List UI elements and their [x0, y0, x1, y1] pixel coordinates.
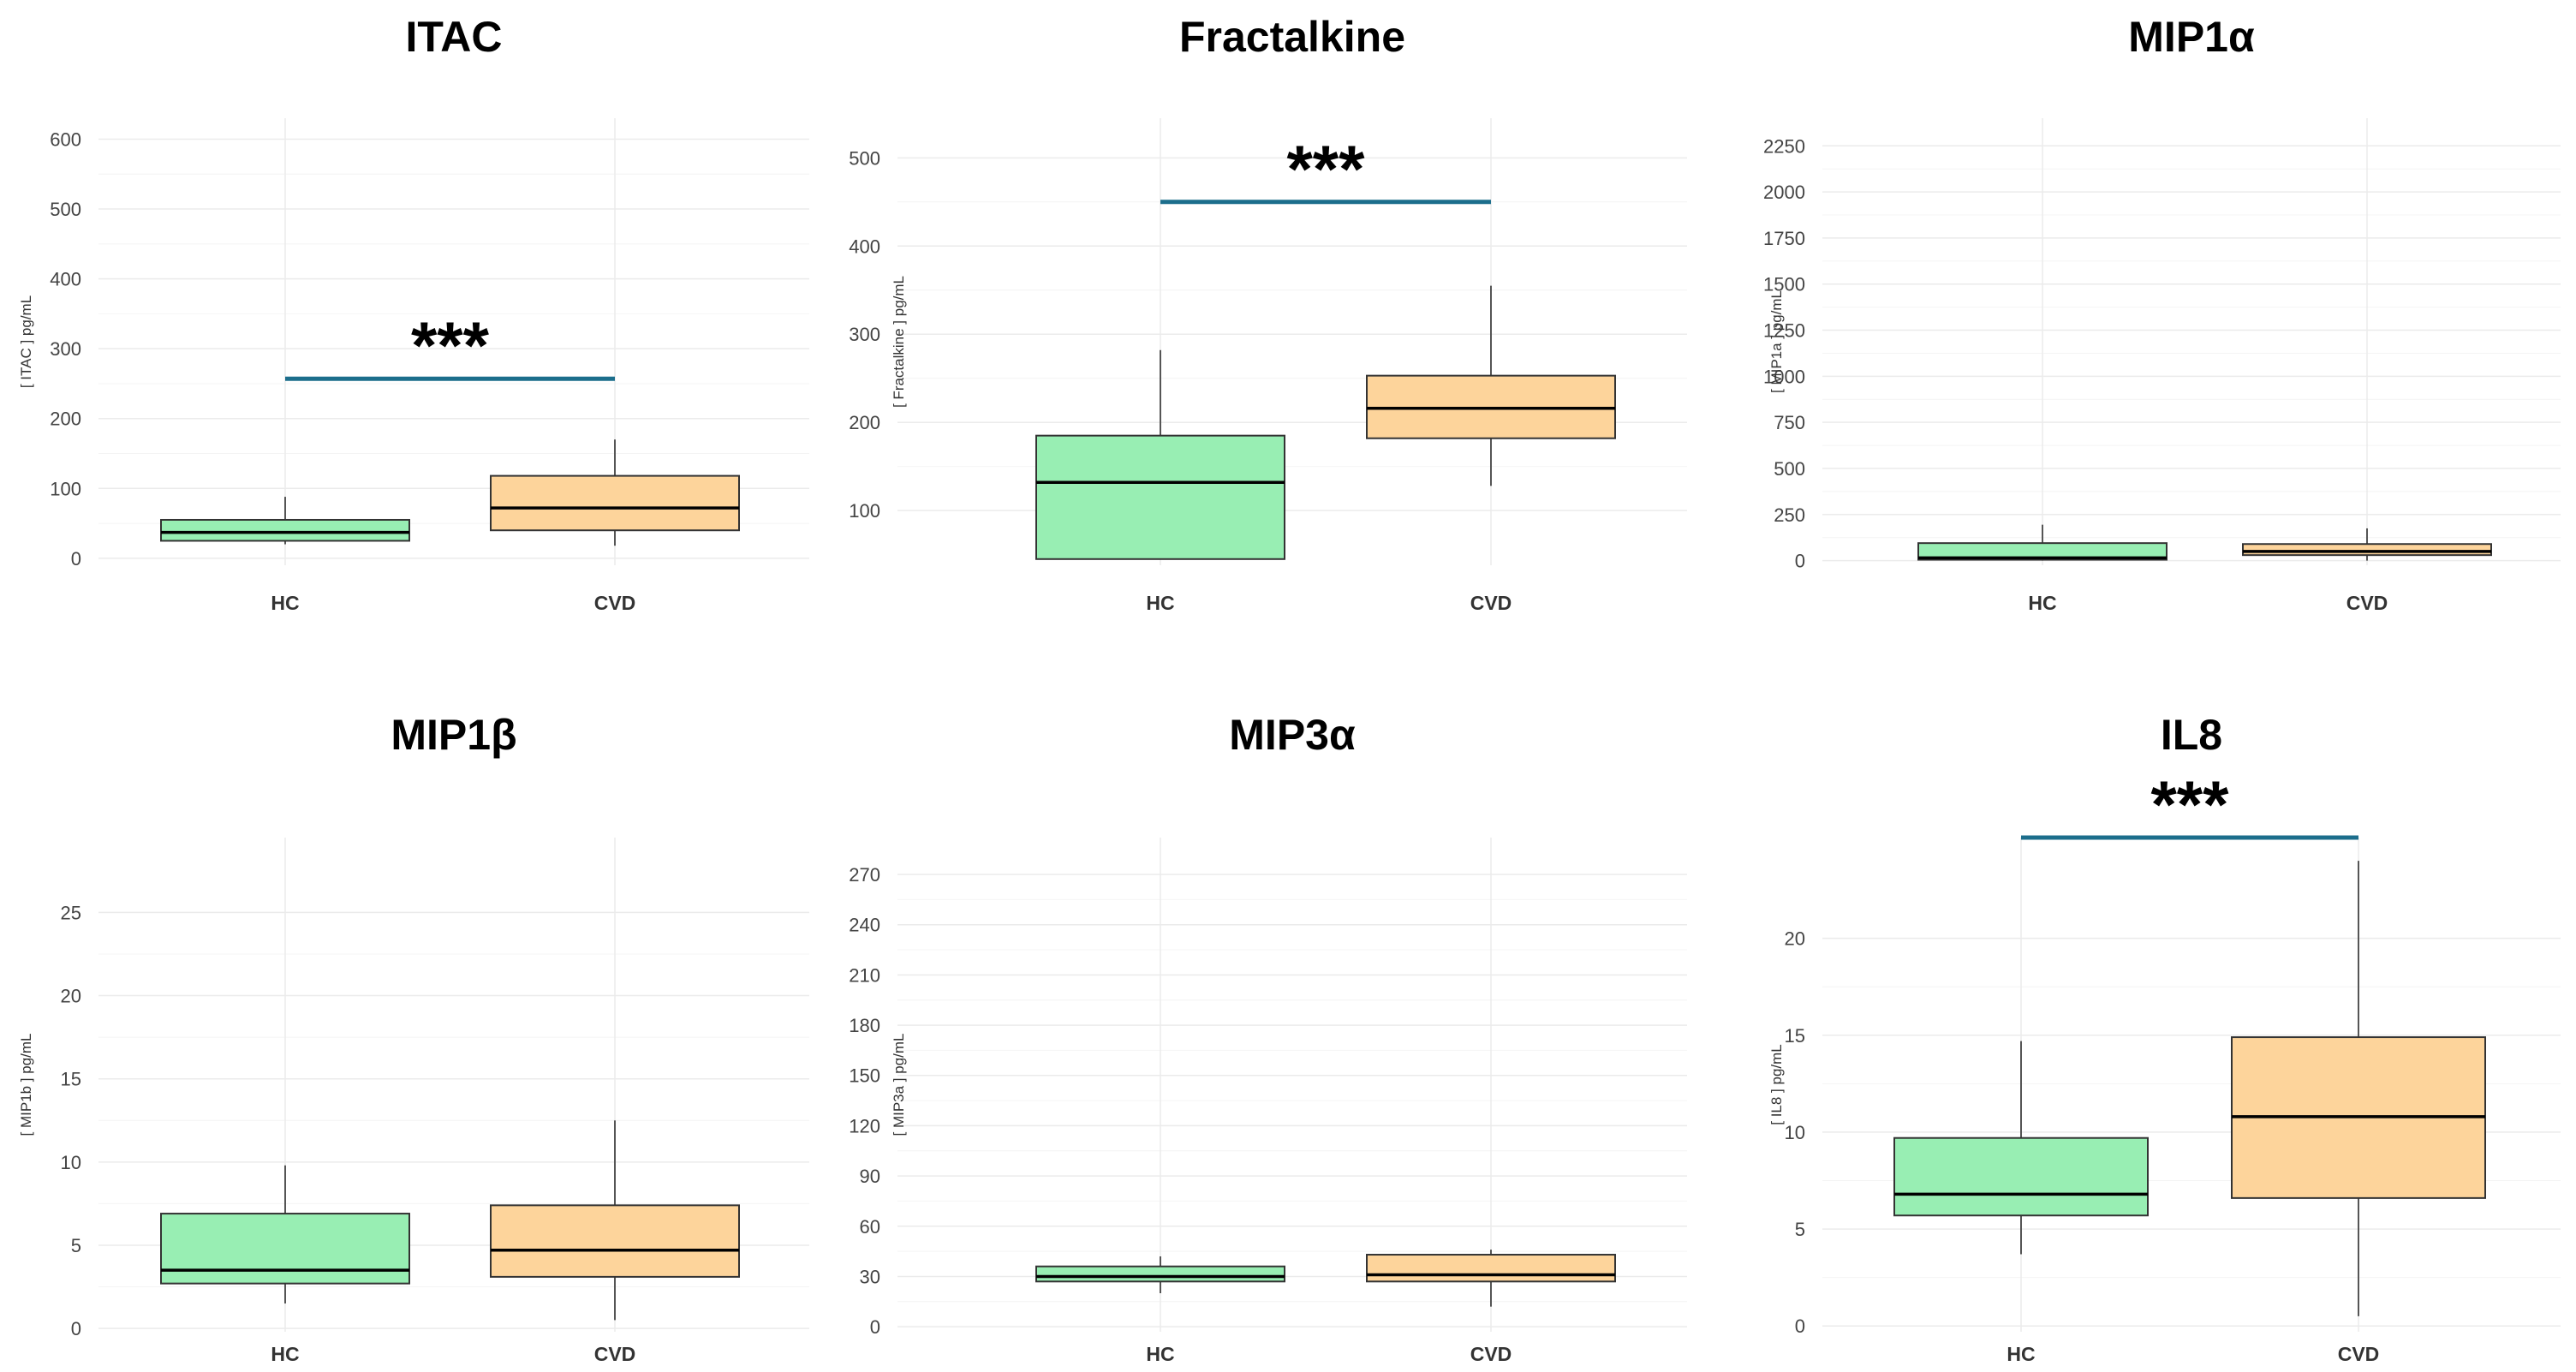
- y-tick-label: 25: [61, 902, 81, 923]
- category-label-hc: HC: [2007, 1343, 2035, 1365]
- panel-title: Fractalkine: [1179, 13, 1405, 61]
- y-tick-label: 400: [849, 236, 880, 257]
- y-tick-label: 120: [849, 1115, 880, 1136]
- y-tick-label: 180: [849, 1015, 880, 1036]
- significance-stars: ***: [2150, 767, 2229, 842]
- y-axis-label: [ IL8 ] pg/mL: [1768, 1044, 1785, 1125]
- y-tick-label: 2250: [1763, 135, 1805, 157]
- y-tick-label: 20: [61, 986, 81, 1007]
- y-tick-label: 500: [1774, 458, 1805, 480]
- y-tick-label: 0: [71, 548, 81, 570]
- box-cvd: [2242, 543, 2492, 557]
- category-label-hc: HC: [1146, 1343, 1174, 1365]
- y-tick-label: 0: [71, 1318, 81, 1339]
- category-label-cvd: CVD: [2338, 1343, 2380, 1365]
- box-hc: [1917, 542, 2168, 561]
- y-tick-label: 2000: [1763, 182, 1805, 203]
- panel-fractalkine: 100 200 300 400 500 HC CVD [ Fractalkine ] pg/m…: [849, 13, 1687, 614]
- category-label-cvd: CVD: [1470, 592, 1512, 614]
- y-tick-label: 200: [50, 409, 81, 430]
- box-cvd: [1366, 1254, 1616, 1283]
- significance-stars: ***: [411, 307, 490, 383]
- y-tick-label: 300: [849, 324, 880, 345]
- panel-title: MIP1β: [391, 711, 516, 759]
- y-axis-label: [ ITAC ] pg/mL: [18, 295, 34, 388]
- box-hc: [1893, 1136, 2149, 1217]
- y-tick-label: 90: [860, 1166, 880, 1187]
- y-tick-label: 600: [50, 128, 81, 150]
- panel-itac: 0 100 200 300 400 500 600 HC CVD [ ITAC ] pg/mL IT…: [18, 13, 809, 614]
- y-axis-label: [ MIP1b ] pg/mL: [18, 1034, 34, 1136]
- panel-mip1-: 0 250 500 750 1000 1250 1500 1750 2000 2250 HC CVD […: [1763, 13, 2561, 614]
- y-tick-label: 30: [860, 1266, 880, 1287]
- panel-title: ITAC: [406, 13, 503, 61]
- box-hc: [1035, 434, 1285, 560]
- y-tick-label: 20: [1785, 928, 1805, 950]
- panel-il8: 0 5 10 15 20 HC CVD [ IL8 ] pg/mL IL8 ***: [1768, 711, 2561, 1365]
- box-hc: [160, 1213, 410, 1285]
- y-tick-label: 250: [1774, 504, 1805, 526]
- y-tick-label: 10: [61, 1152, 81, 1173]
- y-tick-label: 0: [1795, 551, 1805, 572]
- panel-title: MIP3α: [1229, 711, 1356, 759]
- y-tick-label: 500: [50, 199, 81, 220]
- y-tick-label: 150: [849, 1065, 880, 1087]
- y-tick-label: 270: [849, 864, 880, 886]
- panel-title: MIP1α: [2128, 13, 2255, 61]
- box-cvd: [490, 474, 740, 532]
- y-tick-label: 500: [849, 147, 880, 169]
- y-axis-label: [ MIP1a ] pg/mL: [1768, 290, 1785, 393]
- y-tick-label: 5: [71, 1235, 81, 1256]
- y-axis-label: [ Fractalkine ] pg/mL: [891, 276, 907, 408]
- y-tick-label: 15: [1785, 1025, 1805, 1047]
- y-tick-label: 1250: [1763, 320, 1805, 342]
- y-tick-label: 10: [1785, 1122, 1805, 1143]
- y-tick-label: 750: [1774, 412, 1805, 433]
- y-tick-label: 0: [1795, 1315, 1805, 1337]
- y-tick-label: 1750: [1763, 228, 1805, 249]
- y-tick-label: 60: [860, 1216, 880, 1238]
- y-tick-label: 400: [50, 269, 81, 290]
- box-hc: [1035, 1265, 1285, 1283]
- category-label-hc: HC: [271, 592, 299, 614]
- panel-title: IL8: [2161, 711, 2222, 759]
- panel-mip3-: 0 30 60 90 120 150 180 210 240 270 HC CVD [ MIP3a ] …: [849, 711, 1687, 1365]
- y-tick-label: 240: [849, 915, 880, 936]
- y-tick-label: 200: [849, 412, 880, 433]
- category-label-cvd: CVD: [1470, 1343, 1512, 1365]
- y-tick-label: 1000: [1763, 366, 1805, 387]
- category-label-hc: HC: [271, 1343, 299, 1365]
- panel-mip1-: 0 5 10 15 20 25 HC CVD [ MIP1b ] pg/mL MIP1β: [18, 711, 809, 1365]
- category-label-cvd: CVD: [594, 592, 636, 614]
- category-label-hc: HC: [2028, 592, 2056, 614]
- category-label-cvd: CVD: [2346, 592, 2388, 614]
- y-tick-label: 100: [50, 478, 81, 499]
- category-label-cvd: CVD: [594, 1343, 636, 1365]
- y-tick-label: 210: [849, 964, 880, 986]
- category-label-hc: HC: [1146, 592, 1174, 614]
- y-tick-label: 100: [849, 500, 880, 522]
- y-tick-label: 300: [50, 338, 81, 360]
- box-cvd: [490, 1204, 740, 1278]
- significance-stars: ***: [1286, 131, 1365, 206]
- y-tick-label: 0: [870, 1316, 880, 1338]
- y-tick-label: 15: [61, 1069, 81, 1090]
- y-tick-label: 5: [1795, 1219, 1805, 1240]
- y-tick-label: 1500: [1763, 274, 1805, 295]
- box-hc: [160, 518, 410, 542]
- y-axis-label: [ MIP3a ] pg/mL: [891, 1034, 907, 1136]
